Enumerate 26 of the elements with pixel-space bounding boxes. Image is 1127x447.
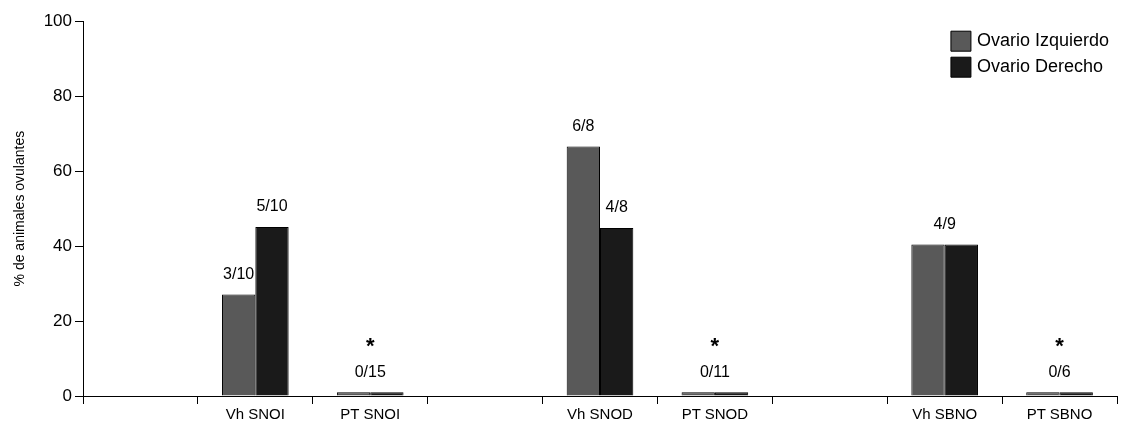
annotation: * bbox=[1055, 333, 1065, 359]
annotation: 3/10 bbox=[223, 264, 255, 282]
annotation: 0/6 bbox=[1048, 362, 1071, 380]
y-tick-label: 20 bbox=[53, 310, 72, 330]
annotation: 6/8 bbox=[572, 116, 595, 134]
annotation: * bbox=[365, 333, 375, 359]
x-tick-label: Vh SNOD bbox=[567, 405, 634, 423]
y-axis-title: % de animales ovulantes bbox=[11, 130, 28, 287]
x-tick-label: PT SNOD bbox=[681, 405, 749, 423]
y-tick-label: 80 bbox=[53, 85, 72, 105]
y-tick-label: 40 bbox=[53, 235, 72, 255]
annotation: 5/10 bbox=[256, 197, 288, 215]
annotation: 0/11 bbox=[699, 362, 730, 380]
legend-label: Ovario Derecho bbox=[976, 56, 1103, 77]
annotation: 4/9 bbox=[933, 214, 956, 232]
x-tick-label: Vh SBNO bbox=[912, 405, 978, 423]
legend-label: Ovario Izquierdo bbox=[976, 30, 1110, 51]
y-tick-label: 60 bbox=[53, 160, 72, 180]
annotation: 4/8 bbox=[605, 198, 628, 216]
y-tick-label: 100 bbox=[43, 10, 72, 30]
y-tick-label: 0 bbox=[62, 385, 72, 405]
x-tick-label: PT SBNO bbox=[1026, 405, 1093, 423]
annotation: * bbox=[710, 333, 720, 359]
x-tick-label: PT SNOI bbox=[340, 405, 401, 423]
annotation: 0/15 bbox=[354, 362, 386, 380]
x-tick-label: Vh SNOI bbox=[225, 405, 285, 423]
